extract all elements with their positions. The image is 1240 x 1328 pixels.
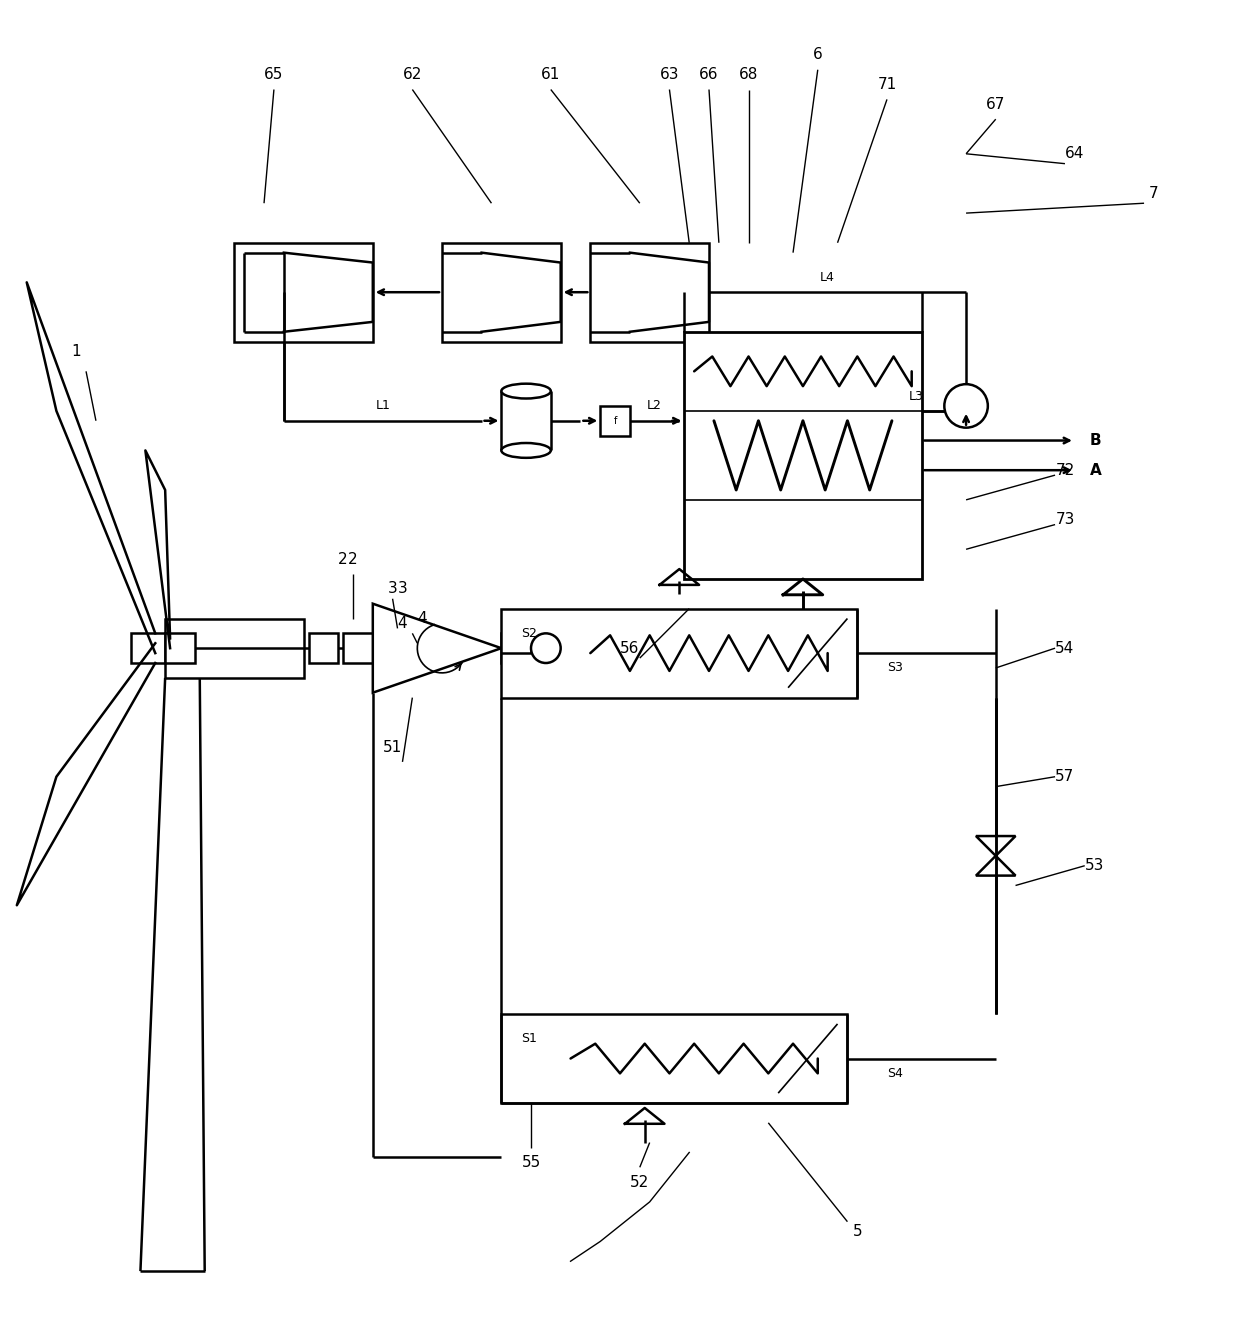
Bar (309, 633, 339, 663)
Polygon shape (976, 855, 1016, 875)
Text: 65: 65 (264, 68, 284, 82)
Bar (343, 633, 373, 663)
Text: 62: 62 (403, 68, 422, 82)
Text: L1: L1 (376, 400, 391, 413)
Text: S1: S1 (521, 1032, 537, 1045)
Text: 57: 57 (1055, 769, 1075, 785)
Bar (165, 633, 195, 663)
Bar (501, 1015, 847, 1104)
Polygon shape (373, 604, 501, 693)
Text: 5: 5 (852, 1224, 862, 1239)
Text: 7: 7 (1149, 186, 1158, 201)
Text: 4: 4 (418, 611, 427, 625)
Text: 3: 3 (398, 582, 407, 596)
Text: 2: 2 (339, 551, 348, 567)
Text: 4: 4 (398, 616, 407, 631)
Text: 53: 53 (1085, 858, 1105, 874)
Text: 72: 72 (1055, 462, 1075, 478)
Bar (441, 243, 560, 341)
Bar (590, 243, 709, 341)
Text: 6: 6 (813, 48, 822, 62)
Ellipse shape (501, 384, 551, 398)
Bar (165, 619, 304, 677)
Polygon shape (976, 837, 1016, 855)
Text: 64: 64 (1065, 146, 1085, 161)
Bar (234, 243, 373, 341)
Bar (501, 608, 857, 697)
Text: 54: 54 (1055, 640, 1075, 656)
Text: 55: 55 (521, 1155, 541, 1170)
Text: L4: L4 (820, 271, 835, 284)
Text: 63: 63 (660, 68, 680, 82)
Text: 67: 67 (986, 97, 1006, 112)
Text: f: f (614, 416, 616, 426)
Text: 71: 71 (878, 77, 897, 92)
Circle shape (531, 633, 560, 663)
Text: 68: 68 (739, 68, 758, 82)
Ellipse shape (501, 444, 551, 458)
Circle shape (945, 384, 988, 428)
Text: 61: 61 (541, 68, 560, 82)
Text: 66: 66 (699, 68, 719, 82)
Bar (684, 332, 921, 579)
Text: 56: 56 (620, 640, 640, 656)
Bar (130, 633, 165, 663)
Text: 52: 52 (630, 1175, 650, 1190)
Text: S2: S2 (521, 627, 537, 640)
Text: 1: 1 (72, 344, 81, 359)
Text: S4: S4 (887, 1066, 903, 1080)
Bar (501, 633, 531, 663)
Text: L3: L3 (909, 389, 924, 402)
Text: 2: 2 (348, 551, 358, 567)
Text: 51: 51 (383, 740, 402, 754)
Text: B: B (1090, 433, 1101, 448)
Text: S3: S3 (887, 661, 903, 675)
Text: 3: 3 (388, 582, 398, 596)
Text: A: A (1090, 462, 1101, 478)
Bar (600, 406, 630, 436)
Text: 73: 73 (1055, 513, 1075, 527)
Text: L2: L2 (647, 400, 662, 413)
